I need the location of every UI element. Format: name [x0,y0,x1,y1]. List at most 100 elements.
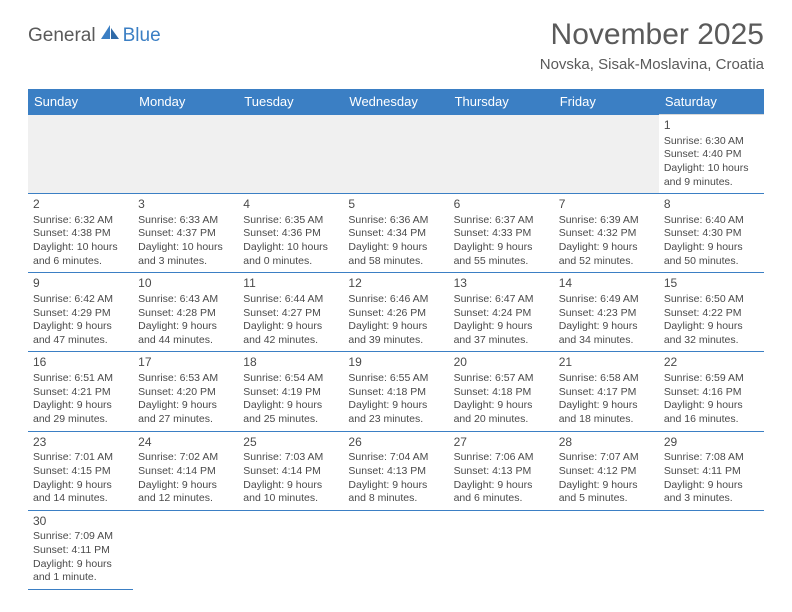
day-info-line: Sunrise: 6:40 AM [664,214,759,228]
day-info-line: Sunset: 4:20 PM [138,386,233,400]
day-info-line: and 1 minute. [33,571,128,585]
calendar-day-cell [238,510,343,589]
day-info-line: and 29 minutes. [33,413,128,427]
day-info-line: Daylight: 9 hours [348,479,443,493]
day-info-line: Sunset: 4:33 PM [454,227,549,241]
day-number: 2 [33,197,128,213]
day-info-line: Daylight: 9 hours [348,320,443,334]
day-info-line: and 0 minutes. [243,255,338,269]
day-number: 16 [33,355,128,371]
day-info-line: Daylight: 9 hours [664,399,759,413]
calendar-week-row: 1Sunrise: 6:30 AMSunset: 4:40 PMDaylight… [28,115,764,194]
day-info-line: and 12 minutes. [138,492,233,506]
day-info-line: Daylight: 9 hours [33,479,128,493]
day-info-line: Sunrise: 7:01 AM [33,451,128,465]
calendar-day-cell: 13Sunrise: 6:47 AMSunset: 4:24 PMDayligh… [449,273,554,352]
weekday-header: Wednesday [343,89,448,115]
day-number: 20 [454,355,549,371]
calendar-day-cell: 11Sunrise: 6:44 AMSunset: 4:27 PMDayligh… [238,273,343,352]
calendar-day-cell [28,115,133,194]
calendar-week-row: 23Sunrise: 7:01 AMSunset: 4:15 PMDayligh… [28,431,764,510]
day-info-line: Sunrise: 7:04 AM [348,451,443,465]
calendar-day-cell: 23Sunrise: 7:01 AMSunset: 4:15 PMDayligh… [28,431,133,510]
day-info-line: Sunset: 4:12 PM [559,465,654,479]
weekday-header: Tuesday [238,89,343,115]
day-info-line: Daylight: 9 hours [33,558,128,572]
day-number: 27 [454,435,549,451]
day-info-line: Sunrise: 6:55 AM [348,372,443,386]
day-info-line: Sunset: 4:18 PM [454,386,549,400]
day-info-line: and 44 minutes. [138,334,233,348]
calendar-day-cell: 8Sunrise: 6:40 AMSunset: 4:30 PMDaylight… [659,194,764,273]
day-info-line: Sunset: 4:36 PM [243,227,338,241]
day-info-line: and 18 minutes. [559,413,654,427]
day-info-line: Sunset: 4:22 PM [664,307,759,321]
day-info-line: Daylight: 9 hours [33,399,128,413]
day-number: 12 [348,276,443,292]
calendar-day-cell: 15Sunrise: 6:50 AMSunset: 4:22 PMDayligh… [659,273,764,352]
calendar-day-cell [238,115,343,194]
day-info-line: Sunset: 4:11 PM [33,544,128,558]
calendar-day-cell: 25Sunrise: 7:03 AMSunset: 4:14 PMDayligh… [238,431,343,510]
day-info-line: and 50 minutes. [664,255,759,269]
day-info-line: and 23 minutes. [348,413,443,427]
day-info-line: and 6 minutes. [454,492,549,506]
day-info-line: Sunrise: 7:03 AM [243,451,338,465]
day-info-line: Daylight: 10 hours [33,241,128,255]
calendar-day-cell: 6Sunrise: 6:37 AMSunset: 4:33 PMDaylight… [449,194,554,273]
day-info-line: Daylight: 10 hours [243,241,338,255]
calendar-week-row: 16Sunrise: 6:51 AMSunset: 4:21 PMDayligh… [28,352,764,431]
calendar-day-cell [133,510,238,589]
day-info-line: Sunrise: 6:58 AM [559,372,654,386]
calendar-day-cell [554,115,659,194]
weekday-header: Saturday [659,89,764,115]
day-info-line: Sunrise: 7:02 AM [138,451,233,465]
day-number: 8 [664,197,759,213]
day-info-line: Sunset: 4:29 PM [33,307,128,321]
calendar-day-cell: 12Sunrise: 6:46 AMSunset: 4:26 PMDayligh… [343,273,448,352]
day-info-line: Sunset: 4:21 PM [33,386,128,400]
day-info-line: and 9 minutes. [664,176,759,190]
calendar-day-cell: 19Sunrise: 6:55 AMSunset: 4:18 PMDayligh… [343,352,448,431]
day-info-line: Daylight: 9 hours [454,479,549,493]
calendar-day-cell: 10Sunrise: 6:43 AMSunset: 4:28 PMDayligh… [133,273,238,352]
day-info-line: Sunset: 4:13 PM [348,465,443,479]
day-info-line: and 58 minutes. [348,255,443,269]
day-info-line: Daylight: 10 hours [138,241,233,255]
day-info-line: Sunset: 4:34 PM [348,227,443,241]
day-info-line: and 16 minutes. [664,413,759,427]
day-info-line: Sunset: 4:40 PM [664,148,759,162]
day-info-line: Sunset: 4:26 PM [348,307,443,321]
calendar-week-row: 9Sunrise: 6:42 AMSunset: 4:29 PMDaylight… [28,273,764,352]
day-info-line: Daylight: 9 hours [138,399,233,413]
day-number: 13 [454,276,549,292]
weekday-header: Thursday [449,89,554,115]
calendar-day-cell: 14Sunrise: 6:49 AMSunset: 4:23 PMDayligh… [554,273,659,352]
day-info-line: Daylight: 9 hours [559,399,654,413]
day-info-line: Sunrise: 6:43 AM [138,293,233,307]
calendar-day-cell [343,115,448,194]
day-info-line: Sunrise: 6:39 AM [559,214,654,228]
calendar-day-cell: 27Sunrise: 7:06 AMSunset: 4:13 PMDayligh… [449,431,554,510]
day-info-line: Sunrise: 6:33 AM [138,214,233,228]
calendar-day-cell: 18Sunrise: 6:54 AMSunset: 4:19 PMDayligh… [238,352,343,431]
day-info-line: Daylight: 9 hours [138,320,233,334]
day-number: 29 [664,435,759,451]
day-info-line: Daylight: 9 hours [559,479,654,493]
day-number: 24 [138,435,233,451]
day-info-line: Sunrise: 6:50 AM [664,293,759,307]
day-info-line: Daylight: 9 hours [454,320,549,334]
day-info-line: Sunrise: 7:06 AM [454,451,549,465]
logo-text-blue: Blue [123,25,161,47]
day-info-line: Daylight: 9 hours [33,320,128,334]
day-info-line: Daylight: 9 hours [559,320,654,334]
weekday-header: Sunday [28,89,133,115]
day-info-line: Sunset: 4:17 PM [559,386,654,400]
calendar-day-cell: 21Sunrise: 6:58 AMSunset: 4:17 PMDayligh… [554,352,659,431]
day-info-line: Daylight: 9 hours [243,399,338,413]
day-info-line: and 25 minutes. [243,413,338,427]
calendar-day-cell: 17Sunrise: 6:53 AMSunset: 4:20 PMDayligh… [133,352,238,431]
calendar-day-cell: 26Sunrise: 7:04 AMSunset: 4:13 PMDayligh… [343,431,448,510]
day-info-line: Sunset: 4:38 PM [33,227,128,241]
day-info-line: Sunset: 4:37 PM [138,227,233,241]
